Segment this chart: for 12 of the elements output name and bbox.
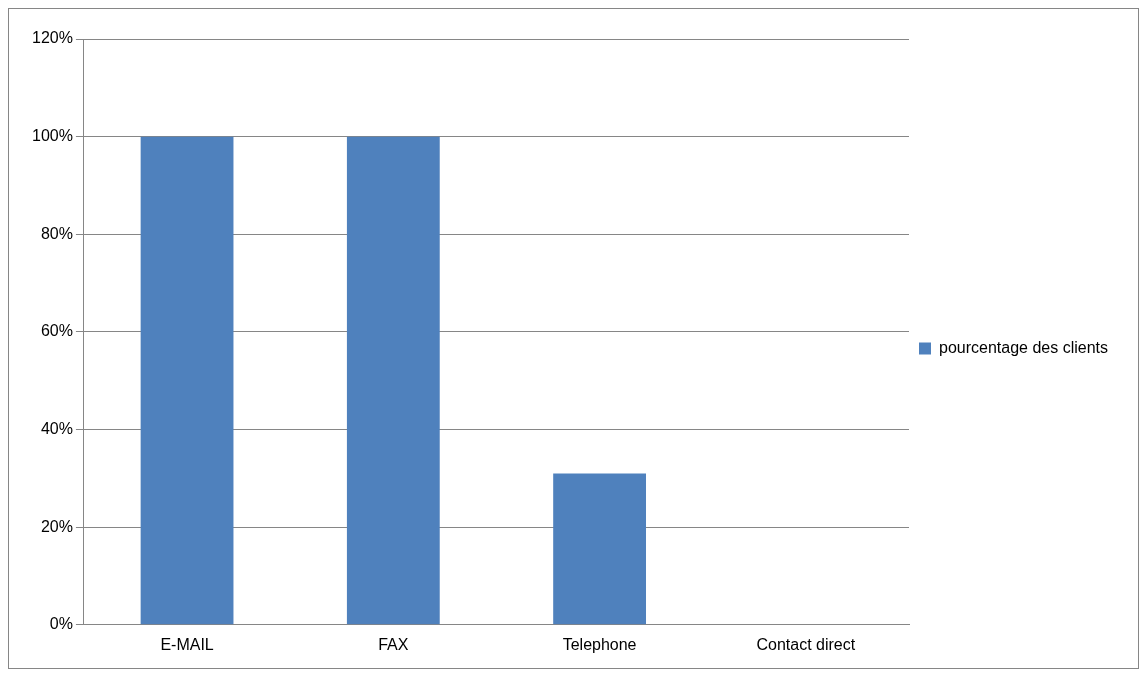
y-tick-label: 20%	[40, 517, 73, 535]
y-tick-label: 100%	[32, 127, 73, 145]
x-tick-label: FAX	[378, 635, 409, 653]
y-tick-label: 120%	[32, 29, 73, 47]
y-tick-label: 40%	[40, 419, 73, 437]
x-tick-label: Contact direct	[756, 635, 856, 653]
legend-label: pourcentage des clients	[939, 338, 1108, 356]
x-tick-label: Telephone	[562, 635, 637, 653]
y-tick-label: 80%	[40, 224, 73, 242]
y-tick-label: 60%	[40, 322, 73, 340]
x-tick-label: E-MAIL	[160, 635, 214, 653]
y-tick-label: 0%	[49, 615, 73, 633]
